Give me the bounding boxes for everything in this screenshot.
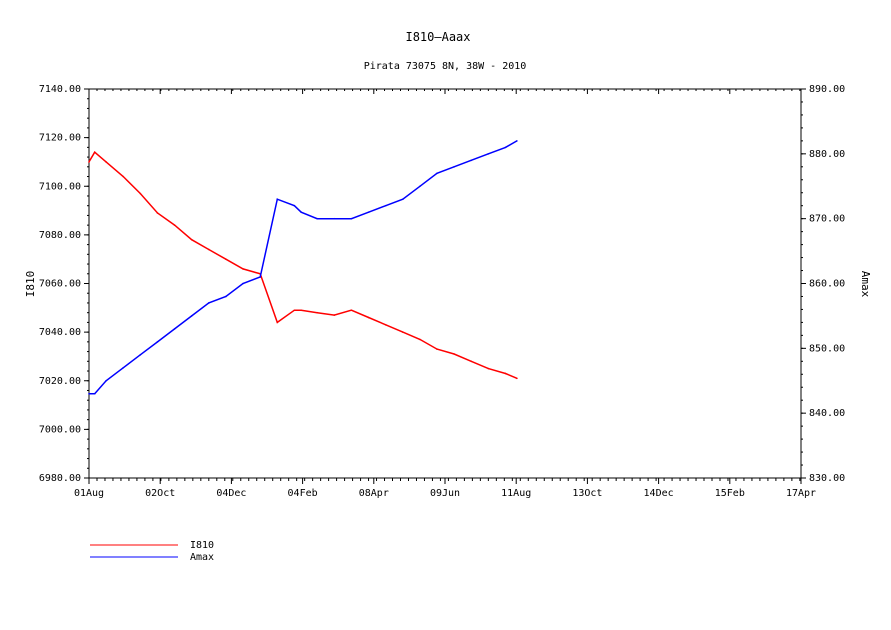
right-tick-label: 840.00 — [809, 408, 845, 419]
data-point-amax — [436, 172, 438, 175]
legend-label-i810: I810 — [190, 540, 214, 551]
x-tick-label: 11Aug — [501, 488, 531, 499]
data-point-i810 — [173, 224, 176, 226]
data-point-amax — [401, 198, 404, 201]
left-tick-label: 7020.00 — [39, 376, 81, 387]
data-point-amax — [419, 185, 421, 188]
data-point-i810 — [300, 309, 303, 312]
left-tick-label: 7000.00 — [39, 424, 81, 435]
series-line-i810 — [88, 151, 518, 379]
left-tick-label: 7060.00 — [39, 279, 81, 290]
data-point-amax — [139, 354, 142, 356]
data-point-amax — [242, 282, 244, 285]
x-axis-ticks: 01Aug 02Oct 04Dec 04Feb 08Apr 09Jun 11Aug 13Oct… — [74, 89, 816, 499]
data-point-amax — [208, 302, 210, 304]
series-line-amax — [89, 140, 518, 395]
chart-subtitle: Pirata 73075 8N, 38W - 2010 — [364, 61, 527, 72]
x-tick-label: 17Apr — [786, 488, 816, 499]
data-point-amax — [259, 276, 261, 278]
data-point-i810 — [419, 338, 421, 341]
right-tick-label: 830.00 — [809, 473, 845, 484]
x-tick-label: 13Oct — [572, 488, 602, 499]
data-point-amax — [276, 198, 279, 201]
x-tick-label: 14Dec — [644, 488, 674, 499]
data-point-i810 — [190, 238, 193, 241]
data-point-i810 — [487, 367, 490, 370]
data-point-i810 — [88, 161, 90, 163]
data-point-i810 — [367, 316, 370, 319]
left-tick-label: 7140.00 — [39, 84, 81, 95]
x-tick-label: 01Aug — [74, 488, 104, 499]
x-tick-label: 08Apr — [359, 488, 389, 499]
chart-title: I810—Aaax — [405, 30, 470, 44]
data-point-amax — [105, 379, 107, 382]
data-point-amax — [504, 146, 507, 149]
right-tick-label: 890.00 — [809, 84, 845, 95]
data-point-i810 — [516, 377, 518, 380]
left-tick-label: 6980.00 — [39, 473, 81, 484]
data-point-i810 — [350, 309, 353, 312]
data-point-amax — [93, 392, 96, 395]
x-tick-label: 09Jun — [430, 488, 460, 499]
data-point-amax — [453, 166, 455, 168]
data-point-i810 — [208, 248, 210, 251]
data-point-amax — [173, 328, 176, 330]
legend-label-amax: Amax — [190, 552, 214, 563]
data-point-amax — [190, 315, 193, 317]
plot-frame — [88, 88, 802, 479]
data-point-i810 — [105, 161, 107, 163]
right-tick-label: 870.00 — [809, 214, 845, 225]
data-point-amax — [384, 204, 387, 207]
data-point-amax — [293, 204, 296, 207]
data-point-i810 — [316, 311, 319, 314]
data-point-i810 — [122, 175, 125, 178]
right-tick-label: 850.00 — [809, 343, 845, 354]
data-point-amax — [470, 159, 473, 162]
data-point-i810 — [276, 321, 279, 324]
data-point-amax — [333, 217, 336, 220]
data-point-i810 — [470, 360, 473, 363]
data-point-i810 — [333, 314, 336, 316]
legend: I810 Amax — [90, 540, 214, 563]
data-point-amax — [225, 295, 227, 298]
data-point-amax — [516, 140, 518, 142]
data-point-i810 — [293, 309, 296, 312]
data-point-amax — [487, 153, 490, 155]
data-point-i810 — [156, 212, 159, 214]
right-axis-ticks: 830.00 840.00 850.00 860.00 870.00 880.00 890.… — [801, 84, 845, 484]
left-tick-label: 7120.00 — [39, 133, 81, 144]
data-point-i810 — [93, 151, 96, 154]
data-point-i810 — [384, 324, 387, 326]
data-point-amax — [300, 211, 303, 213]
y-axis-left-label: I810 — [24, 271, 37, 298]
data-point-i810 — [504, 372, 507, 375]
data-point-i810 — [453, 353, 455, 355]
data-point-amax — [367, 211, 370, 213]
right-tick-label: 860.00 — [809, 279, 845, 290]
data-point-amax — [88, 392, 90, 395]
data-point-amax — [350, 217, 353, 220]
data-point-i810 — [401, 331, 404, 333]
left-axis-ticks: 6980.00 7000.00 7020.00 7040.00 7060.00 7080.… — [39, 84, 89, 484]
data-point-amax — [316, 217, 319, 220]
data-point-i810 — [436, 348, 438, 350]
data-point-i810 — [225, 258, 227, 260]
y-axis-right-label: Amax — [859, 271, 872, 298]
left-tick-label: 7080.00 — [39, 230, 81, 241]
left-tick-label: 7100.00 — [39, 181, 81, 192]
data-point-i810 — [242, 268, 244, 270]
x-tick-label: 02Oct — [145, 488, 175, 499]
right-tick-label: 880.00 — [809, 149, 845, 160]
data-point-amax — [156, 341, 159, 343]
x-tick-label: 04Feb — [288, 488, 318, 499]
x-tick-label: 15Feb — [715, 488, 745, 499]
left-tick-label: 7040.00 — [39, 327, 81, 338]
series-layer — [88, 140, 518, 395]
data-point-i810 — [139, 192, 142, 195]
data-point-amax — [122, 366, 125, 369]
x-tick-label: 04Dec — [216, 488, 246, 499]
